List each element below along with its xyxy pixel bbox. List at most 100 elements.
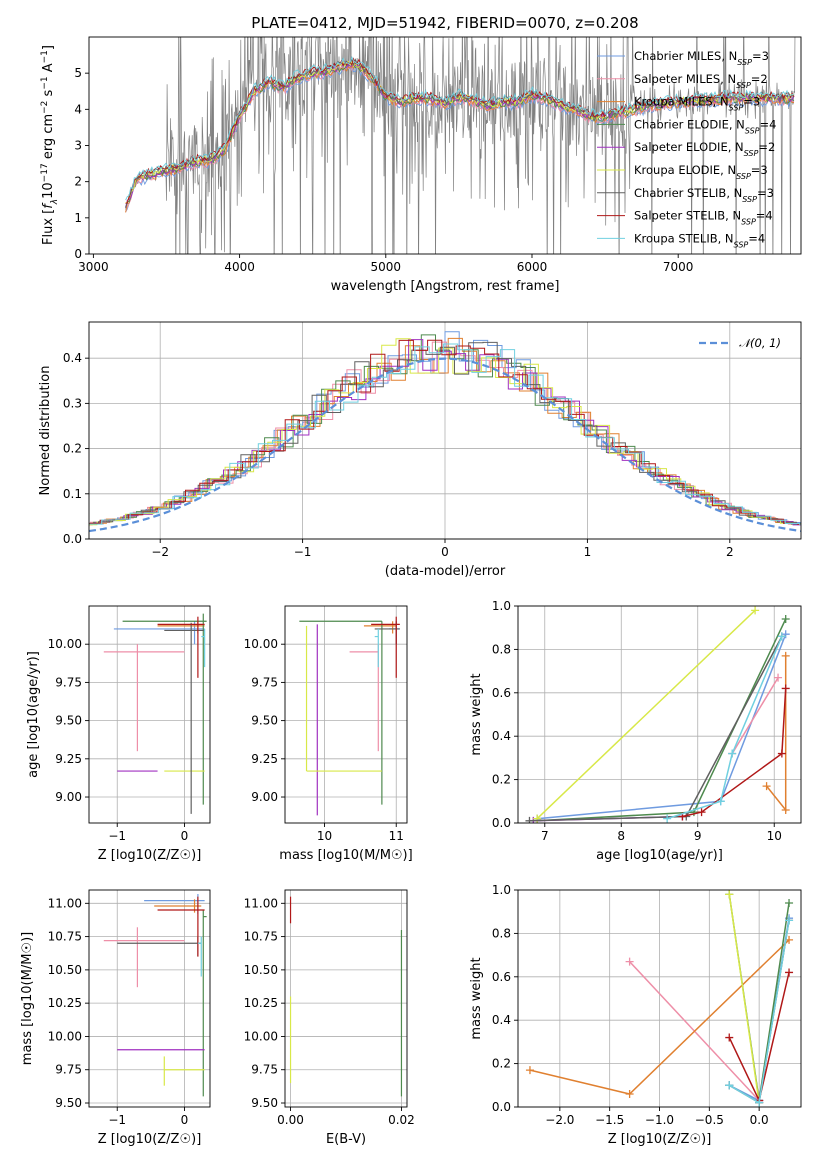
weight-series: [663, 632, 786, 823]
weight-series: [725, 890, 764, 1107]
series-marker: [625, 1089, 634, 1098]
axes-frame: [517, 605, 802, 824]
legend-label: Salpeter STELIB, NSSP=4: [634, 209, 773, 227]
x-tick-label: 7: [541, 829, 549, 843]
errorbar-point: [157, 896, 205, 957]
series-marker: [716, 797, 725, 806]
age-vs-Z-plot-area: [103, 613, 207, 814]
weight-series: [762, 651, 790, 814]
legend-label: Kroupa STELIB, NSSP=4: [634, 231, 765, 249]
x-tick-label: −2.0: [545, 1113, 574, 1127]
x-tick-label: 5000: [371, 260, 402, 274]
y-tick-label: 9.75: [55, 1063, 82, 1077]
x-tick-label: 0.0: [750, 1113, 769, 1127]
y-tick-label: 1.0: [492, 883, 511, 897]
y-tick-label: 9.75: [251, 1063, 278, 1077]
x-tick-label: 0: [181, 829, 189, 843]
age-vs-mass-panel: 10 11 9.00 9.25 9.50 9.75 10.00 mass [log10(M/M…: [244, 605, 413, 863]
x-tick-label: 0.02: [388, 1113, 415, 1127]
mass-vs-Z-panel: −1 0 9.50 9.75 10.00 10.25 10.50 10.75 11.00 Z [l…: [20, 889, 211, 1147]
x-tick-label: 4000: [224, 260, 255, 274]
series-marker: [777, 749, 786, 758]
age-vs-Z-panel: −1 0 9.00 9.25 9.50 9.75 10.00 Z [log10(Z/Z☉)] a…: [26, 605, 211, 863]
x-axis-label: E(B-V): [326, 1132, 366, 1147]
errorbar-point: [202, 909, 207, 1097]
x-axis-label: Z [log10(Z/Z☉)]: [98, 848, 202, 863]
y-tick-label: 0.1: [63, 487, 82, 501]
axes-frame: [284, 605, 408, 824]
mass-vs-EBV-plot-area: [289, 896, 403, 1097]
x-tick-label: 10: [767, 829, 782, 843]
mass-vs-Z-plot-area: [103, 893, 207, 1097]
y-tick-label: 10.00: [48, 1029, 82, 1043]
y-tick-label: 9.50: [55, 1096, 82, 1110]
errorbar-point: [371, 616, 400, 678]
errorbar-point: [144, 893, 205, 914]
errorbar-point: [374, 628, 379, 668]
y-tick-label: 9.50: [55, 714, 82, 728]
x-tick-label: −1.0: [645, 1113, 674, 1127]
spectrum-plot-area: [125, 37, 796, 254]
x-tick-label: 11: [389, 829, 404, 843]
y-tick-label: 1.0: [492, 599, 511, 613]
normal-curve: [89, 357, 801, 533]
series-marker: [728, 749, 737, 758]
legend-entry: Chabrier STELIB, NSSP=3: [597, 186, 774, 204]
series-marker: [751, 606, 760, 615]
legend-label: Kroupa ELODIE, NSSP=3: [634, 163, 768, 181]
weight-series: [678, 684, 790, 821]
errorbar-point: [201, 628, 206, 668]
series-marker: [762, 782, 771, 791]
series-marker: [663, 814, 672, 823]
x-tick-label: −1: [108, 829, 126, 843]
y-tick-label: 11.00: [244, 896, 278, 910]
legend-label: Chabrier STELIB, NSSP=3: [634, 186, 774, 204]
residuals-panel: −2 −1 0 1 2 0.0 0.1 0.2 0.3 0.4 (data-model)/error…: [38, 321, 802, 579]
series-marker: [785, 899, 794, 908]
x-tick-label: 10: [317, 829, 332, 843]
x-tick-label: −1.5: [595, 1113, 624, 1127]
series-marker: [725, 1033, 734, 1042]
model-spectrum-6: [125, 58, 795, 208]
residual-histogram-1: [89, 341, 801, 525]
y-axis-label: mass weight: [469, 673, 484, 755]
legend-entry: Kroupa MILES, NSSP=3: [597, 95, 760, 112]
errorbar-point: [103, 644, 185, 752]
y-tick-label: 0: [74, 247, 82, 261]
series-marker: [755, 1098, 764, 1107]
y-tick-label: 0.8: [492, 642, 511, 656]
y-tick-label: 0.0: [492, 816, 511, 830]
y-tick-label: 10.25: [48, 996, 82, 1010]
weight-vs-Z-plot-area: [525, 890, 794, 1107]
legend-entry: Chabrier ELODIE, NSSP=4: [597, 117, 776, 135]
y-tick-label: 9.50: [251, 714, 278, 728]
legend-label: Salpeter ELODIE, NSSP=2: [634, 140, 775, 158]
x-tick-label: 7000: [663, 260, 694, 274]
y-tick-label: 0.6: [492, 970, 511, 984]
errorbar-point: [349, 644, 379, 752]
y-tick-label: 10.50: [48, 963, 82, 977]
y-tick-label: 2: [74, 175, 82, 189]
residual-histogram-8: [89, 343, 801, 525]
series-line: [731, 677, 779, 754]
residual-histogram-5: [89, 338, 801, 526]
residual-histogram-7: [89, 339, 801, 525]
residuals-plot-area: [89, 331, 801, 533]
series-marker: [781, 651, 790, 660]
y-tick-label: 10.00: [244, 637, 278, 651]
legend-label: Salpeter MILES, NSSP=2: [634, 72, 768, 90]
axes-frame: [284, 889, 408, 1108]
weight-series: [533, 615, 790, 823]
y-axis-label: mass weight: [469, 957, 484, 1039]
weight-vs-Z-panel: −2.0 −1.5 −1.0 −0.5 0.0 0.0 0.2 0.4 0.6 0.8 1.0 Z […: [469, 883, 802, 1147]
x-tick-label: −2: [151, 545, 169, 559]
x-tick-label: 3000: [78, 260, 109, 274]
x-tick-label: −1: [108, 1113, 126, 1127]
series-marker: [625, 957, 634, 966]
x-tick-label: 0: [441, 545, 449, 559]
series-marker: [774, 673, 783, 682]
y-tick-label: 1: [74, 211, 82, 225]
x-axis-label: Z [log10(Z/Z☉)]: [608, 1132, 712, 1147]
y-tick-label: 10.00: [244, 1029, 278, 1043]
